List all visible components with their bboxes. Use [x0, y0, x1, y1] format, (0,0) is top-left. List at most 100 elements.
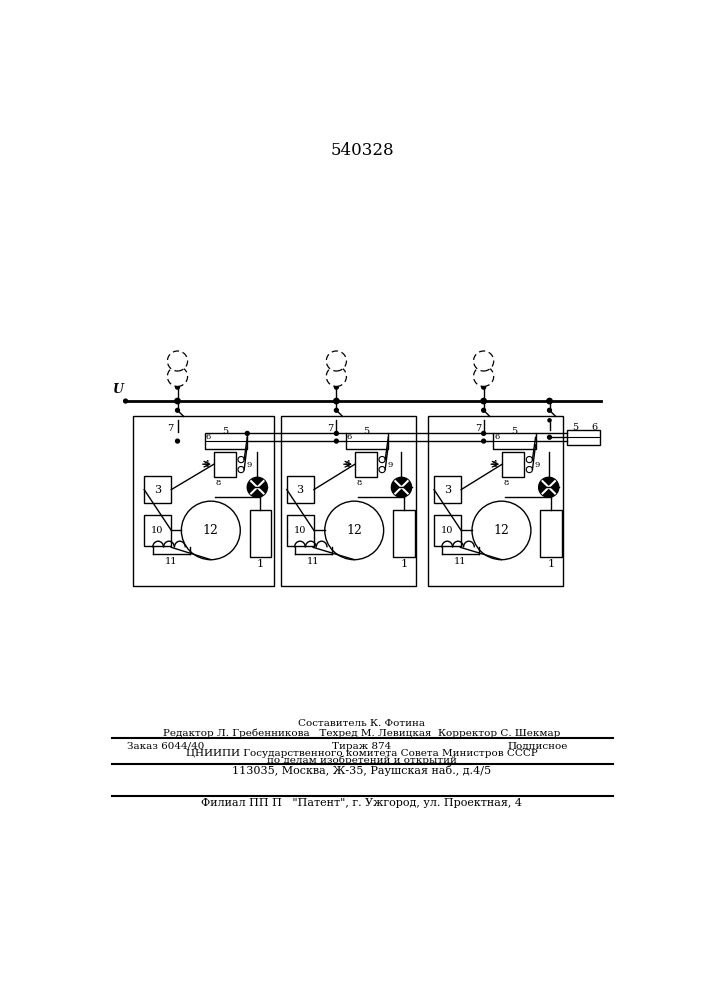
- Circle shape: [539, 477, 559, 497]
- Bar: [134, 416, 274, 586]
- Circle shape: [176, 419, 179, 422]
- Text: 10: 10: [441, 526, 453, 535]
- Bar: [250, 510, 271, 557]
- Circle shape: [327, 366, 346, 386]
- Text: 113035, Москва, Ж-35, Раушская наб., д.4/5: 113035, Москва, Ж-35, Раушская наб., д.4…: [233, 765, 491, 776]
- Bar: [346, 433, 388, 449]
- Text: 1: 1: [257, 559, 264, 569]
- Circle shape: [548, 419, 551, 422]
- Text: 5: 5: [363, 427, 370, 436]
- Text: 11: 11: [454, 557, 467, 566]
- Text: Составитель К. Фотина: Составитель К. Фотина: [298, 719, 426, 728]
- Text: по делам изобретений и открытий: по делам изобретений и открытий: [267, 756, 457, 765]
- Text: 12: 12: [346, 524, 362, 537]
- Text: 1: 1: [547, 559, 554, 569]
- Bar: [493, 433, 535, 449]
- Bar: [502, 452, 524, 477]
- Bar: [355, 452, 377, 477]
- Circle shape: [334, 431, 339, 435]
- Text: 3: 3: [154, 485, 161, 495]
- Circle shape: [175, 398, 180, 404]
- Circle shape: [168, 351, 187, 371]
- Circle shape: [472, 501, 531, 560]
- Text: 1: 1: [400, 559, 407, 569]
- Text: Заказ 6044/40: Заказ 6044/40: [127, 742, 204, 751]
- Circle shape: [392, 477, 411, 497]
- Text: 3: 3: [443, 485, 451, 495]
- Bar: [434, 476, 461, 503]
- Circle shape: [334, 398, 339, 404]
- Bar: [428, 416, 563, 586]
- Text: 6: 6: [347, 433, 352, 441]
- Circle shape: [334, 408, 339, 412]
- Text: 10: 10: [294, 526, 306, 535]
- Circle shape: [474, 351, 493, 371]
- Bar: [393, 510, 414, 557]
- Bar: [204, 433, 247, 449]
- Text: 5: 5: [510, 427, 517, 436]
- Bar: [287, 515, 314, 546]
- Text: ЦНИИПИ Государственного комитета Совета Министров СССР: ЦНИИПИ Государственного комитета Совета …: [186, 749, 538, 758]
- Circle shape: [238, 466, 244, 473]
- Bar: [287, 476, 314, 503]
- Circle shape: [526, 456, 532, 463]
- Circle shape: [481, 439, 486, 443]
- Text: 7: 7: [475, 424, 481, 433]
- Text: 10: 10: [151, 526, 163, 535]
- Circle shape: [481, 385, 486, 389]
- Text: 12: 12: [203, 524, 218, 537]
- Circle shape: [379, 466, 385, 473]
- Circle shape: [482, 419, 485, 422]
- Text: 12: 12: [493, 524, 509, 537]
- Text: Подписное: Подписное: [508, 742, 568, 751]
- Circle shape: [481, 398, 486, 404]
- Circle shape: [547, 408, 551, 412]
- Circle shape: [325, 501, 384, 560]
- Text: 6: 6: [494, 433, 499, 441]
- Bar: [567, 430, 600, 445]
- Circle shape: [175, 385, 180, 389]
- Bar: [434, 515, 461, 546]
- Text: U: U: [113, 383, 124, 396]
- Circle shape: [481, 431, 486, 435]
- Circle shape: [547, 435, 551, 439]
- Circle shape: [481, 408, 486, 412]
- Circle shape: [334, 385, 339, 389]
- Circle shape: [245, 431, 249, 435]
- Circle shape: [334, 439, 339, 443]
- Text: 8: 8: [503, 479, 509, 487]
- Circle shape: [335, 419, 338, 422]
- Text: 8: 8: [215, 479, 221, 487]
- Text: 7: 7: [167, 424, 173, 433]
- Circle shape: [168, 366, 187, 386]
- Circle shape: [247, 477, 267, 497]
- Circle shape: [238, 456, 244, 463]
- Text: 4: 4: [345, 460, 351, 469]
- Text: 11: 11: [307, 557, 320, 566]
- Circle shape: [327, 351, 346, 371]
- Circle shape: [547, 398, 552, 404]
- Circle shape: [124, 399, 127, 403]
- Circle shape: [474, 366, 493, 386]
- Text: Филиал ПП П   "Патент", г. Ужгород, ул. Проектная, 4: Филиал ПП П "Патент", г. Ужгород, ул. Пр…: [201, 798, 522, 808]
- Text: 5: 5: [572, 423, 578, 432]
- Text: 9: 9: [534, 461, 539, 469]
- Text: 4: 4: [492, 460, 498, 469]
- Text: 7: 7: [327, 424, 333, 433]
- Text: 5: 5: [223, 427, 228, 436]
- Text: Редактор Л. Гребенникова   Техред М. Левицкая  Корректор С. Шекмар: Редактор Л. Гребенникова Техред М. Левиц…: [163, 728, 561, 738]
- Bar: [144, 515, 171, 546]
- Text: 8: 8: [356, 479, 361, 487]
- Text: 6: 6: [591, 423, 597, 432]
- Text: 3: 3: [296, 485, 303, 495]
- Text: 9: 9: [246, 461, 252, 469]
- Bar: [281, 416, 416, 586]
- Circle shape: [175, 439, 180, 443]
- Circle shape: [182, 501, 240, 560]
- Text: 11: 11: [165, 557, 177, 566]
- Text: 9: 9: [387, 461, 392, 469]
- Text: 540328: 540328: [330, 142, 394, 159]
- Text: Тираж 874: Тираж 874: [332, 742, 392, 751]
- Text: 4: 4: [204, 460, 210, 469]
- Circle shape: [379, 456, 385, 463]
